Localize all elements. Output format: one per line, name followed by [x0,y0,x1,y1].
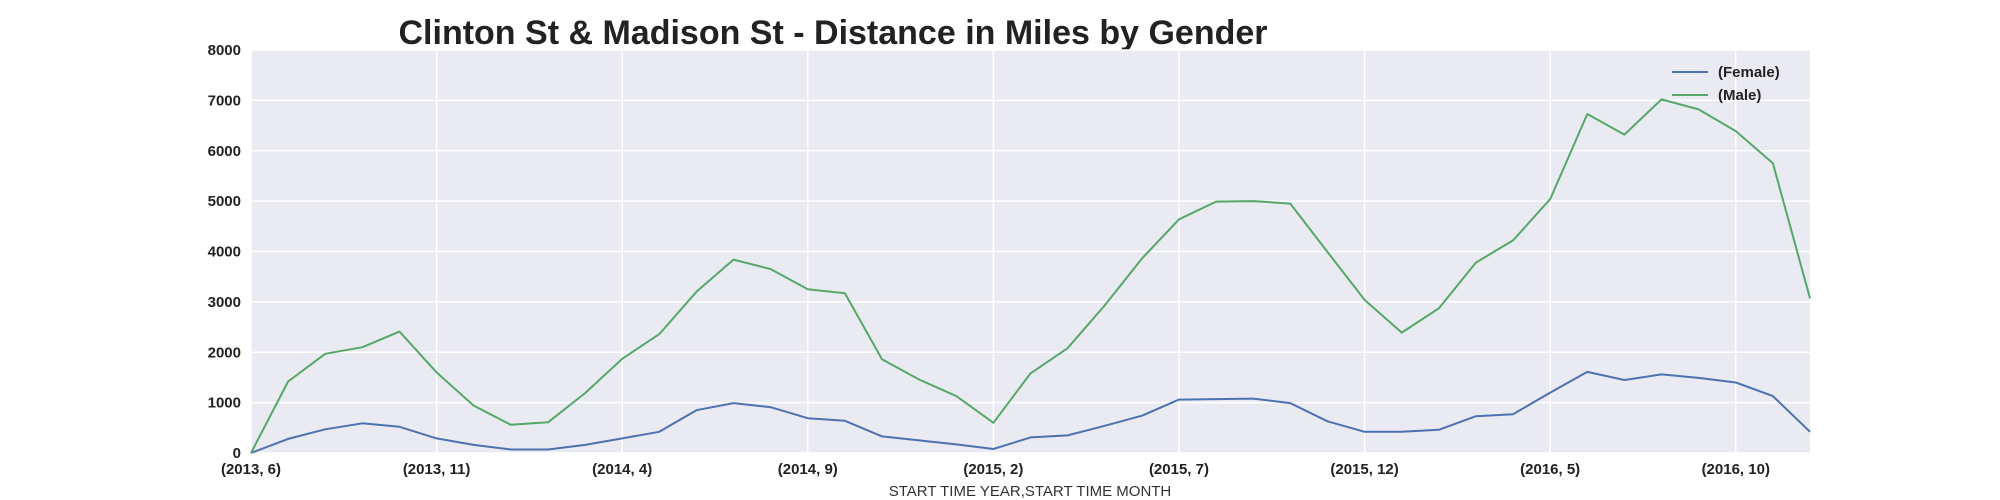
x-tick-label: (2015, 7) [1149,461,1209,478]
x-tick-label: (2014, 4) [592,461,652,478]
legend-label-1: (Male) [1718,87,1761,104]
x-tick-label: (2015, 12) [1330,461,1398,478]
gridlines [250,49,1810,454]
legend: (Female) (Male) [1672,64,1780,104]
y-tick-label: 1000 [208,395,241,412]
x-tick-label: (2016, 10) [1702,461,1770,478]
y-tick-label: 6000 [208,143,241,160]
y-tick-label: 7000 [208,92,241,109]
series-line-0 [250,370,1811,454]
legend-label-0: (Female) [1718,64,1780,81]
x-tick-label: (2014, 9) [778,461,838,478]
series-line-1 [250,98,1811,454]
y-tick-label: 0 [233,445,241,462]
chart-title: Clinton St & Madison St - Distance in Mi… [399,14,1268,52]
x-tick-label: (2013, 11) [403,461,471,478]
x-axis-label: START TIME YEAR,START TIME MONTH [889,483,1172,500]
y-tick-label: 4000 [208,244,241,261]
y-tick-label: 8000 [208,42,241,59]
y-axis-ticks: 0 1000 2000 3000 4000 5000 6000 7000 8000 [208,42,241,462]
x-axis-ticks: (2013, 6) (2013, 11) (2014, 4) (2014, 9) (20… [221,461,1770,478]
y-tick-label: 2000 [208,344,241,361]
x-tick-label: (2013, 6) [221,461,281,478]
y-tick-label: 3000 [208,294,241,311]
y-tick-label: 5000 [208,193,241,210]
x-tick-label: (2016, 5) [1520,461,1580,478]
series-lines [250,98,1811,454]
x-tick-label: (2015, 2) [963,461,1023,478]
